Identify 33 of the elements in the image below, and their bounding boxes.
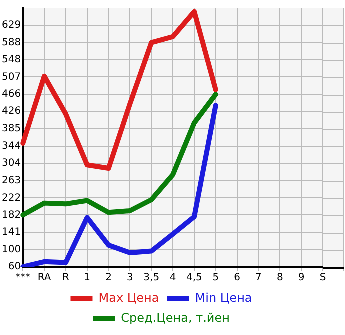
y-tick-label: 222 (2, 192, 22, 204)
y-tick-label: 588 (2, 37, 22, 48)
y-tick-label: 141 (2, 227, 22, 238)
x-tick-label: 2 (106, 272, 112, 284)
legend-label: Max Цена (98, 291, 160, 306)
y-tick-label: 263 (2, 175, 22, 186)
x-tick-label: RA (38, 272, 52, 284)
x-tick-label: 3,5 (144, 272, 160, 284)
x-tick-label: 3 (127, 272, 134, 284)
x-tick-label: S (320, 272, 326, 284)
y-tick-label: 426 (2, 106, 22, 118)
y-tick-label: 304 (2, 158, 22, 169)
legend-label: Min Цена (195, 291, 252, 306)
x-tick-label: 4 (170, 272, 176, 284)
x-tick-label: 9 (298, 272, 305, 284)
x-tick-label: 5 (212, 272, 220, 284)
x-tick-label: R (62, 272, 70, 284)
y-tick-label: 182 (2, 210, 22, 221)
x-tick-label: 6 (234, 272, 240, 284)
y-tick-label: 385 (2, 124, 22, 135)
y-tick-label: 466 (2, 89, 22, 100)
legend-label: Сред.Цена, т.йен (121, 311, 230, 326)
x-tick-label: 7 (256, 272, 262, 284)
x-tick-label: 1 (84, 272, 91, 284)
y-tick-label: 100 (2, 244, 22, 256)
x-tick-label: 4,5 (186, 272, 202, 284)
x-tick-label: *** (16, 272, 31, 284)
x-tick-label: 8 (276, 272, 284, 284)
y-tick-label: 507 (2, 72, 22, 83)
y-tick-label: 629 (2, 20, 22, 31)
y-tick-label: 344 (2, 141, 22, 152)
y-tick-label: 548 (2, 54, 22, 66)
y-tick-label: 60 (8, 262, 22, 273)
